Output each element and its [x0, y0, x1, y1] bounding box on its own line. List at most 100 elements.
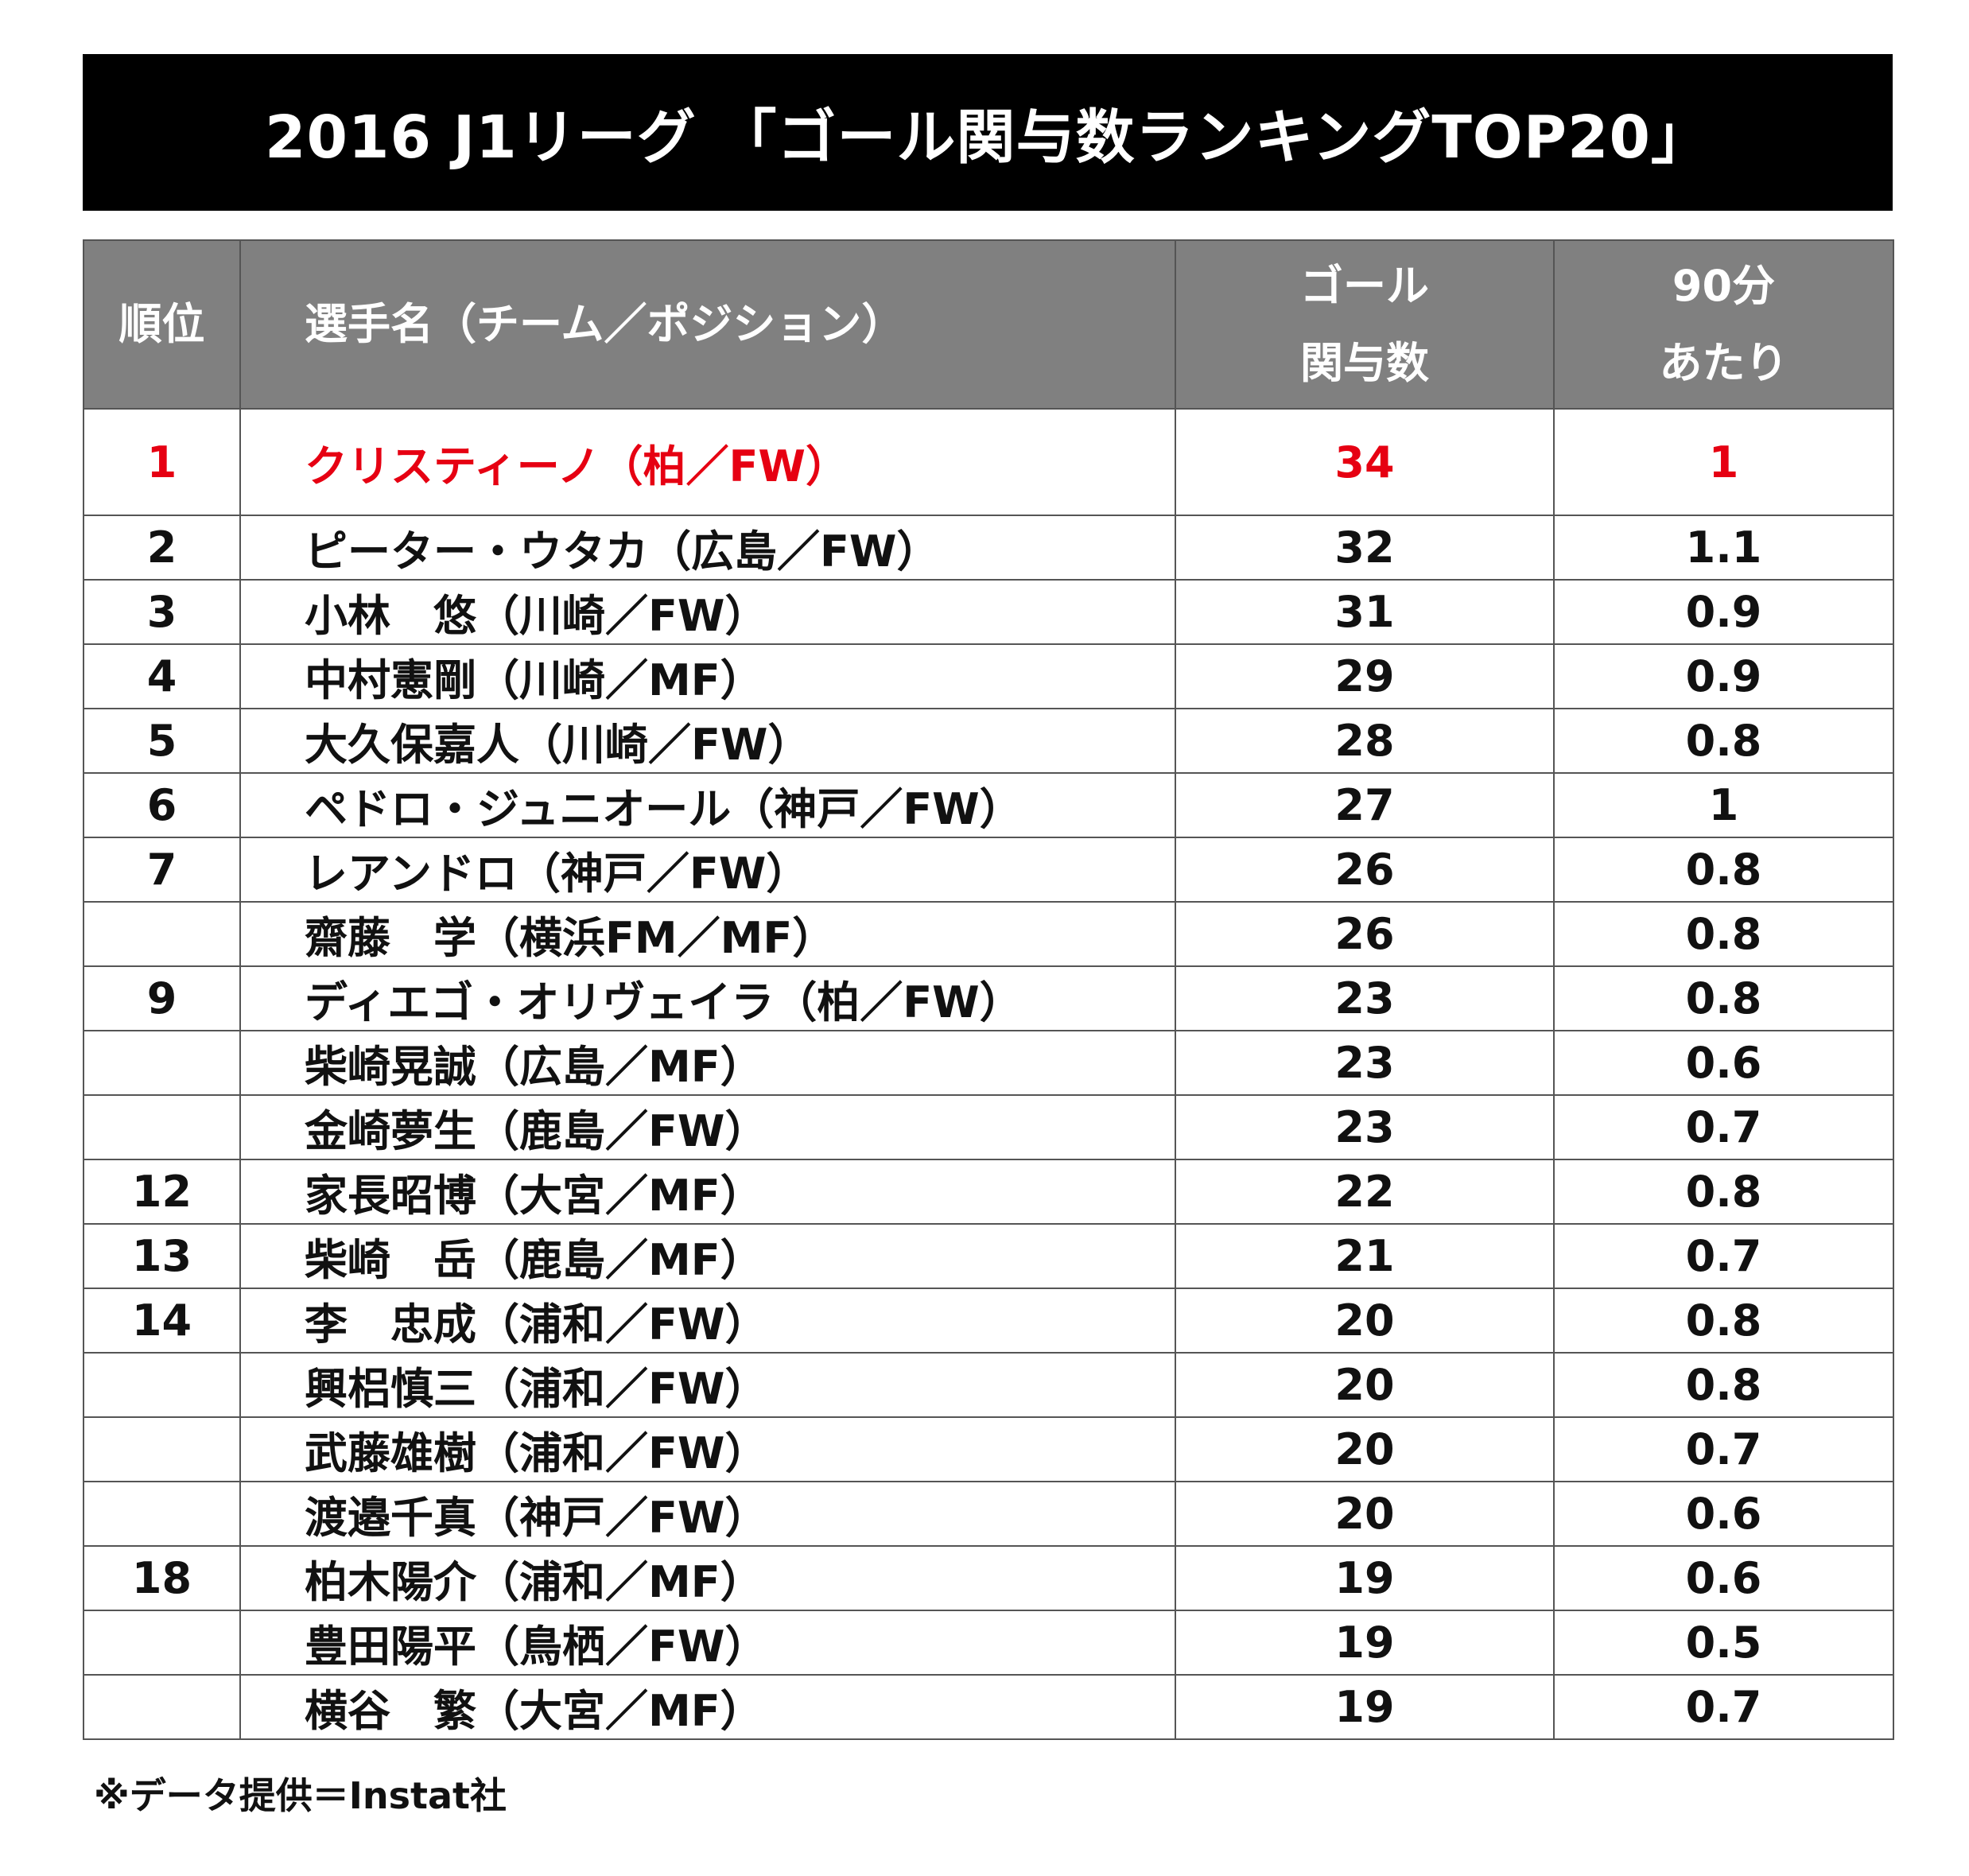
rank-cell	[83, 1674, 241, 1740]
header-rank: 順位	[83, 239, 241, 410]
table-row: 12 家長昭博（大宮／MF） 22 0.8	[83, 1159, 1894, 1225]
per-90-cell: 0.7	[1553, 1416, 1894, 1482]
table-row: 齋藤 学（横浜FM／MF） 26 0.8	[83, 901, 1894, 967]
table-row: 14 李 忠成（浦和／FW） 20 0.8	[83, 1288, 1894, 1354]
rank-cell: 13	[83, 1223, 241, 1289]
data-source-note: ※データ提供＝Instat社	[94, 1774, 507, 1817]
page-title: 2016 J1リーグ 「ゴール関与数ランキングTOP20」	[83, 54, 1893, 211]
per-90-cell: 0.7	[1553, 1094, 1894, 1160]
player-name-cell: 渡邉千真（神戸／FW）	[239, 1481, 1176, 1547]
per-90-cell: 1.1	[1553, 515, 1894, 581]
per-90-cell: 0.7	[1553, 1674, 1894, 1740]
player-name-cell: ピーター・ウタカ（広島／FW）	[239, 515, 1176, 581]
table-row: 柴崎晃誠（広島／MF） 23 0.6	[83, 1030, 1894, 1096]
goal-involvement-cell: 23	[1175, 1030, 1555, 1096]
per-90-cell: 0.6	[1553, 1481, 1894, 1547]
header-goal-line2: 関与数	[1300, 338, 1429, 388]
table-row: 3 小林 悠（川崎／FW） 31 0.9	[83, 579, 1894, 645]
player-name-cell: 柏木陽介（浦和／MF）	[239, 1545, 1176, 1611]
table-body: 1 クリスティーノ（柏／FW） 34 1 2 ピーター・ウタカ（広島／FW） 32 1.1 3 小…	[83, 408, 1894, 1740]
player-name-cell: 横谷 繁（大宮／MF）	[239, 1674, 1176, 1740]
table-header: 順位 選手名（チーム／ポジション） ゴール 関与数 90分 あたり	[83, 239, 1894, 410]
goal-involvement-cell: 27	[1175, 772, 1555, 838]
per-90-cell: 0.8	[1553, 1352, 1894, 1418]
rank-cell: 6	[83, 772, 241, 838]
goal-involvement-cell: 21	[1175, 1223, 1555, 1289]
goal-involvement-cell: 20	[1175, 1288, 1555, 1354]
table-row: 18 柏木陽介（浦和／MF） 19 0.6	[83, 1545, 1894, 1611]
goal-involvement-cell: 19	[1175, 1674, 1555, 1740]
player-name-cell: 興梠慎三（浦和／FW）	[239, 1352, 1176, 1418]
rank-cell: 2	[83, 515, 241, 581]
goal-involvement-cell: 26	[1175, 901, 1555, 967]
rank-cell	[83, 1610, 241, 1676]
rank-cell: 14	[83, 1288, 241, 1354]
per-90-cell: 0.8	[1553, 837, 1894, 903]
per-90-cell: 0.8	[1553, 708, 1894, 774]
goal-involvement-cell: 26	[1175, 837, 1555, 903]
rank-cell: 4	[83, 643, 241, 709]
per-90-cell: 1	[1553, 408, 1894, 516]
player-name-cell: 柴崎 岳（鹿島／MF）	[239, 1223, 1176, 1289]
per-90-cell: 0.8	[1553, 965, 1894, 1031]
player-name-cell: クリスティーノ（柏／FW）	[239, 408, 1176, 516]
table-row: 9 ディエゴ・オリヴェイラ（柏／FW） 23 0.8	[83, 965, 1894, 1031]
rank-cell: 3	[83, 579, 241, 645]
goal-involvement-cell: 31	[1175, 579, 1555, 645]
goal-involvement-cell: 22	[1175, 1159, 1555, 1225]
table-row: 4 中村憲剛（川崎／MF） 29 0.9	[83, 643, 1894, 709]
table-row: 渡邉千真（神戸／FW） 20 0.6	[83, 1481, 1894, 1547]
rank-cell: 9	[83, 965, 241, 1031]
goal-involvement-cell: 28	[1175, 708, 1555, 774]
goal-involvement-cell: 29	[1175, 643, 1555, 709]
player-name-cell: ディエゴ・オリヴェイラ（柏／FW）	[239, 965, 1176, 1031]
per-90-cell: 0.8	[1553, 1288, 1894, 1354]
player-name-cell: 金崎夢生（鹿島／FW）	[239, 1094, 1176, 1160]
table-row: 7 レアンドロ（神戸／FW） 26 0.8	[83, 837, 1894, 903]
header-per90-line2: あたり	[1659, 338, 1788, 388]
rank-cell	[83, 1094, 241, 1160]
goal-involvement-cell: 19	[1175, 1545, 1555, 1611]
table-row: 13 柴崎 岳（鹿島／MF） 21 0.7	[83, 1223, 1894, 1289]
player-name-cell: 家長昭博（大宮／MF）	[239, 1159, 1176, 1225]
goal-involvement-cell: 23	[1175, 965, 1555, 1031]
rank-cell: 1	[83, 408, 241, 516]
player-name-cell: 豊田陽平（鳥栖／FW）	[239, 1610, 1176, 1676]
table-row: 武藤雄樹（浦和／FW） 20 0.7	[83, 1416, 1894, 1482]
per-90-cell: 0.5	[1553, 1610, 1894, 1676]
header-goal-involvement: ゴール 関与数	[1175, 239, 1555, 410]
goal-involvement-cell: 23	[1175, 1094, 1555, 1160]
player-name-cell: 大久保嘉人（川崎／FW）	[239, 708, 1176, 774]
per-90-cell: 0.6	[1553, 1545, 1894, 1611]
table-row: 興梠慎三（浦和／FW） 20 0.8	[83, 1352, 1894, 1418]
rank-cell	[83, 901, 241, 967]
per-90-cell: 0.7	[1553, 1223, 1894, 1289]
per-90-cell: 1	[1553, 772, 1894, 838]
player-name-cell: 柴崎晃誠（広島／MF）	[239, 1030, 1176, 1096]
per-90-cell: 0.8	[1553, 901, 1894, 967]
table-row: 6 ペドロ・ジュニオール（神戸／FW） 27 1	[83, 772, 1894, 838]
table-row: 2 ピーター・ウタカ（広島／FW） 32 1.1	[83, 515, 1894, 581]
table-row: 5 大久保嘉人（川崎／FW） 28 0.8	[83, 708, 1894, 774]
header-per90-line1: 90分	[1672, 260, 1776, 311]
rank-cell	[83, 1416, 241, 1482]
header-player-name: 選手名（チーム／ポジション）	[239, 239, 1176, 410]
rank-cell: 5	[83, 708, 241, 774]
header-per-90: 90分 あたり	[1553, 239, 1894, 410]
goal-involvement-cell: 34	[1175, 408, 1555, 516]
table-row: 1 クリスティーノ（柏／FW） 34 1	[83, 408, 1894, 516]
goal-involvement-cell: 20	[1175, 1352, 1555, 1418]
table-row: 横谷 繁（大宮／MF） 19 0.7	[83, 1674, 1894, 1740]
ranking-table: 順位 選手名（チーム／ポジション） ゴール 関与数 90分 あたり 1 クリスティ…	[83, 239, 1894, 1740]
rank-cell	[83, 1352, 241, 1418]
player-name-cell: 中村憲剛（川崎／MF）	[239, 643, 1176, 709]
rank-cell	[83, 1481, 241, 1547]
player-name-cell: 武藤雄樹（浦和／FW）	[239, 1416, 1176, 1482]
rank-cell	[83, 1030, 241, 1096]
per-90-cell: 0.8	[1553, 1159, 1894, 1225]
goal-involvement-cell: 20	[1175, 1481, 1555, 1547]
rank-cell: 18	[83, 1545, 241, 1611]
player-name-cell: ペドロ・ジュニオール（神戸／FW）	[239, 772, 1176, 838]
table-row: 金崎夢生（鹿島／FW） 23 0.7	[83, 1094, 1894, 1160]
per-90-cell: 0.6	[1553, 1030, 1894, 1096]
